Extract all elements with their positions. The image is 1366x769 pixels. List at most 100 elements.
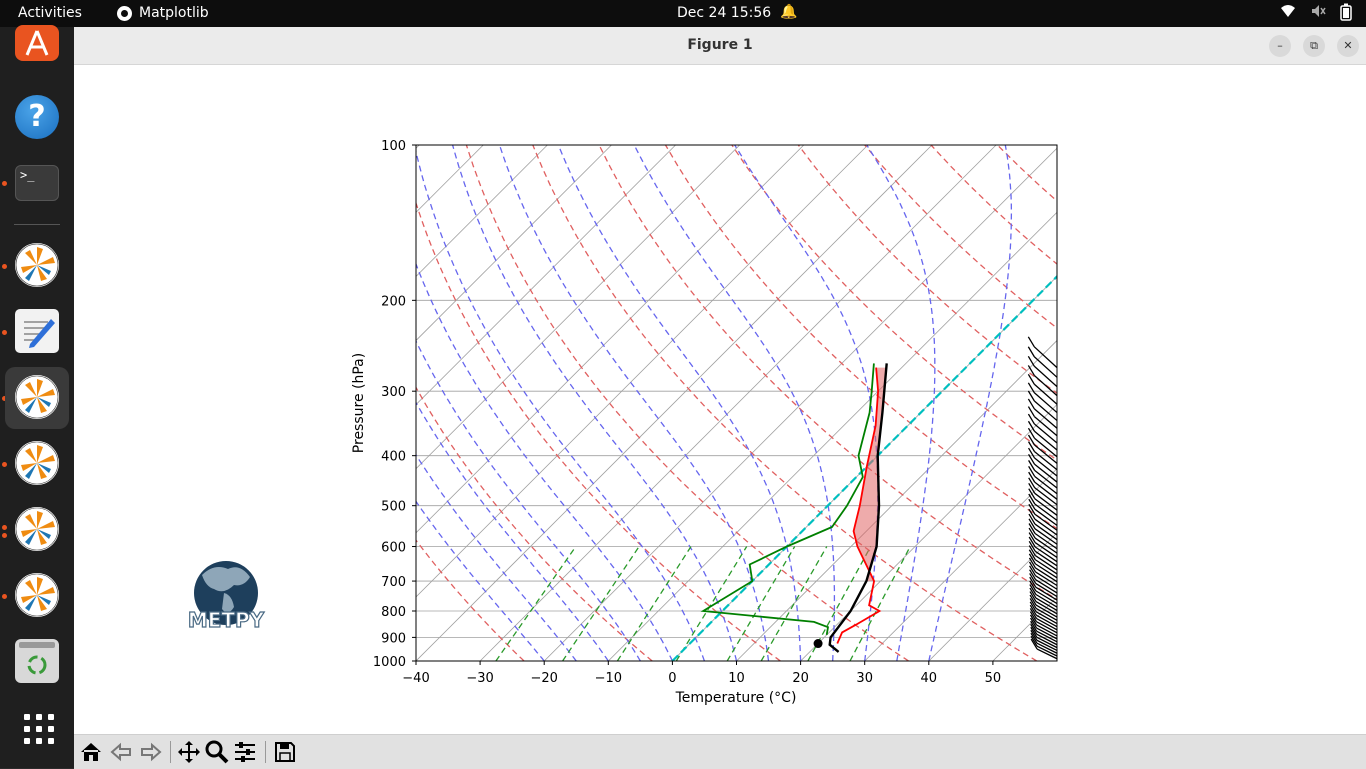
dock-item-software[interactable]	[5, 19, 69, 81]
dock-item-matplotlib-5[interactable]	[5, 565, 69, 627]
wind-barb	[1034, 523, 1058, 541]
wind-barb-flag	[1027, 346, 1035, 358]
clock[interactable]: Dec 24 15:56	[677, 5, 772, 21]
matplotlib-icon	[15, 573, 59, 617]
x-tick-label: 40	[921, 671, 938, 686]
wind-barb	[1034, 508, 1058, 526]
zoom-icon[interactable]	[204, 739, 230, 765]
moist-adiabat-line	[416, 149, 706, 661]
dock-item-show-apps[interactable]	[5, 697, 69, 759]
wind-barb-flag	[1028, 508, 1036, 520]
matplotlib-app-icon	[117, 5, 132, 21]
dry-adiabat-line	[996, 145, 1057, 202]
terminal-icon: >_	[15, 165, 59, 201]
wind-barb-flag	[1027, 441, 1036, 452]
wind-barb-flag	[1029, 569, 1037, 581]
dock-item-text-editor[interactable]	[5, 301, 69, 363]
dock-item-help[interactable]: ?	[5, 87, 69, 149]
figure-canvas[interactable]: −40 −30 −20 −10 0 10 20 30 40 50 100 200 300 400 500 60…	[74, 65, 1366, 734]
activities-button[interactable]: Activities	[18, 5, 82, 21]
moist-adiabat-line	[416, 453, 577, 661]
lcl-marker	[813, 639, 823, 649]
wind-barb-flag	[1028, 482, 1036, 494]
matplotlib-icon	[15, 507, 59, 551]
wind-barb	[1035, 614, 1058, 628]
dock-item-matplotlib-4[interactable]	[5, 499, 69, 561]
wind-barb-flag	[1028, 532, 1036, 543]
x-tick-label: 0	[668, 671, 676, 686]
dry-adiabat-line	[416, 386, 653, 661]
battery-icon	[1340, 3, 1352, 21]
wind-barb	[1036, 645, 1058, 657]
wind-barb	[1034, 430, 1058, 451]
title-bar[interactable]: Figure 1 – ⧉ ✕	[74, 27, 1366, 65]
dry-adiabat-line	[864, 145, 1057, 329]
wind-barb-flag	[1027, 447, 1036, 459]
isotherm-line	[416, 145, 933, 661]
dock-item-terminal[interactable]: >_	[5, 153, 69, 215]
wind-barb-flag	[1028, 523, 1036, 534]
wind-barb	[1034, 532, 1058, 550]
forward-arrow-icon[interactable]	[138, 739, 164, 765]
wind-barb	[1034, 542, 1058, 558]
mixing-ratio-line	[675, 546, 748, 661]
close-button[interactable]: ✕	[1337, 35, 1359, 57]
minimize-button[interactable]: –	[1269, 35, 1291, 57]
wind-barb	[1034, 451, 1058, 471]
show-apps-grid-icon	[15, 705, 59, 749]
dry-adiabat-line	[664, 145, 1057, 530]
maximize-button[interactable]: ⧉	[1303, 35, 1325, 57]
moist-adiabat-line	[734, 145, 879, 661]
metpy-logo: METPY	[187, 561, 265, 633]
trash-icon	[15, 639, 59, 683]
configure-subplots-icon[interactable]	[232, 739, 258, 765]
y-axis-label: Pressure (hPa)	[351, 353, 367, 453]
skew-t-chart[interactable]: −40 −30 −20 −10 0 10 20 30 40 50 100 200 300 400 500 60…	[74, 65, 1366, 734]
mixing-ratio-line	[760, 546, 828, 661]
wind-barb	[1034, 475, 1058, 495]
dock-item-trash[interactable]	[5, 631, 69, 693]
running-indicator	[2, 396, 7, 401]
isotherm-line	[416, 145, 740, 470]
isotherm-line	[864, 468, 1057, 661]
running-indicator	[2, 462, 7, 467]
mixing-ratio-line	[849, 546, 911, 661]
running-indicator	[2, 594, 7, 599]
wind-barb-flag	[1028, 553, 1036, 565]
dry-adiabat-line	[1064, 145, 1366, 661]
system-tray[interactable]	[1280, 3, 1352, 21]
wind-barb-flag	[1029, 594, 1037, 606]
wind-barb	[1034, 513, 1058, 531]
wifi-icon	[1281, 5, 1295, 17]
parcel-profile-line	[828, 363, 888, 653]
wind-barb-flag	[1029, 598, 1037, 609]
app-menu[interactable]: Matplotlib	[117, 5, 209, 21]
moist-adiabat-line	[557, 145, 802, 661]
home-icon[interactable]	[78, 739, 104, 765]
wind-barb-flag	[1027, 434, 1036, 446]
wind-barb-flag	[1030, 629, 1038, 641]
wind-barb-flag	[1028, 561, 1037, 573]
back-arrow-icon[interactable]	[108, 739, 134, 765]
wind-barb	[1035, 593, 1058, 608]
wind-barb-flag	[1029, 591, 1037, 602]
dry-adiabat-line	[532, 145, 1038, 661]
matplotlib-icon	[15, 441, 59, 485]
isotherm-line	[416, 145, 805, 534]
wind-barb	[1035, 579, 1058, 594]
isotherm-line	[416, 145, 548, 277]
dock-separator	[14, 224, 60, 225]
moist-adiabat-line	[633, 145, 836, 661]
dock-item-matplotlib-2[interactable]	[5, 367, 69, 429]
wind-barb-flag	[1030, 620, 1038, 632]
wind-barb-flag	[1029, 565, 1037, 577]
dock-item-matplotlib-3[interactable]	[5, 433, 69, 495]
wind-barb	[1034, 537, 1058, 554]
pan-icon[interactable]	[176, 739, 202, 765]
y-tick-label: 300	[381, 385, 406, 400]
dock-item-matplotlib-1[interactable]	[5, 235, 69, 297]
wind-barb	[1033, 400, 1058, 422]
wind-barb	[1036, 617, 1058, 631]
save-icon[interactable]	[272, 739, 298, 765]
wind-barb-flag	[1029, 614, 1038, 626]
